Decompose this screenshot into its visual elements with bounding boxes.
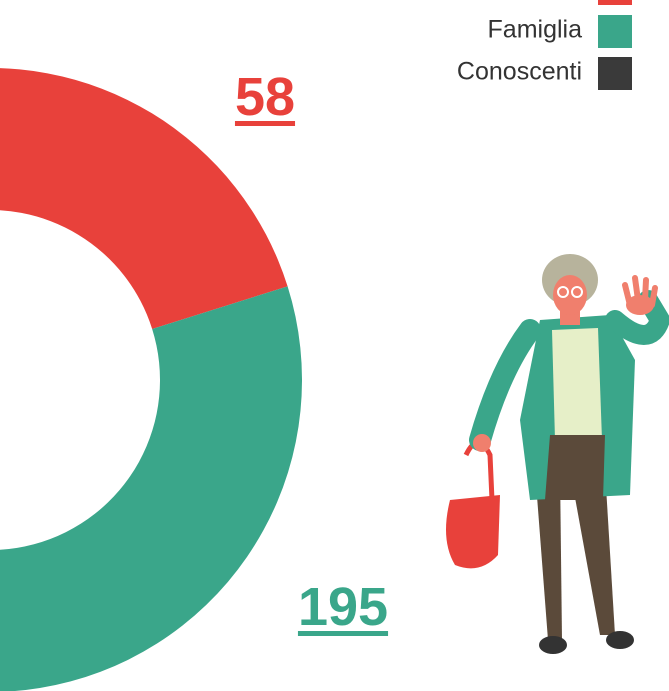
legend-swatch xyxy=(598,0,632,5)
illustration xyxy=(446,254,669,654)
value-underline xyxy=(297,631,389,636)
legend-label: Conoscenti xyxy=(457,58,582,86)
value-label: 195 xyxy=(298,577,388,637)
legend-label: Famiglia xyxy=(488,16,583,44)
value-underline xyxy=(234,121,296,126)
legend-swatch xyxy=(598,57,632,90)
donut-slice xyxy=(0,286,302,691)
donut-slice xyxy=(0,68,288,329)
value-label: 58 xyxy=(235,67,295,127)
legend-swatch xyxy=(598,15,632,48)
